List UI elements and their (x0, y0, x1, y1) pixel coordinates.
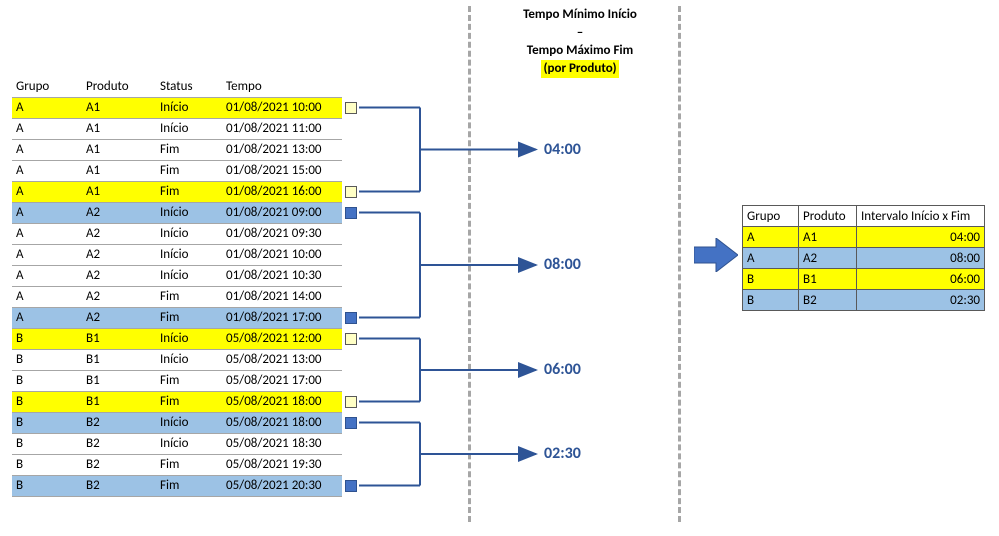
summary-cell-interval: 04:00 (857, 227, 985, 248)
summary-cell-grupo: A (743, 227, 799, 248)
summary-cell-produto: B1 (799, 269, 857, 290)
summary-cell-interval: 06:00 (857, 269, 985, 290)
summary-cell-grupo: B (743, 290, 799, 311)
summary-cell-grupo: B (743, 269, 799, 290)
summary-row: BB202:30 (743, 290, 985, 311)
summary-row: AA104:00 (743, 227, 985, 248)
summary-cell-produto: B2 (799, 290, 857, 311)
summary-cell-interval: 08:00 (857, 248, 985, 269)
result-value: 04:00 (544, 140, 581, 159)
summary-row: BB106:00 (743, 269, 985, 290)
summary-cell-interval: 02:30 (857, 290, 985, 311)
result-value: 02:30 (544, 444, 581, 463)
summary-row: AA208:00 (743, 248, 985, 269)
summary-col-grupo: Grupo (743, 206, 799, 227)
big-right-arrow-icon (694, 238, 738, 276)
summary-table: Grupo Produto Intervalo Início x Fim AA1… (742, 205, 985, 311)
result-value: 08:00 (544, 255, 581, 274)
summary-header-row: Grupo Produto Intervalo Início x Fim (743, 206, 985, 227)
summary-col-produto: Produto (799, 206, 857, 227)
summary-cell-grupo: A (743, 248, 799, 269)
result-value: 06:00 (544, 360, 581, 379)
summary-cell-produto: A1 (799, 227, 857, 248)
summary-cell-produto: A2 (799, 248, 857, 269)
summary-col-interval: Intervalo Início x Fim (857, 206, 985, 227)
